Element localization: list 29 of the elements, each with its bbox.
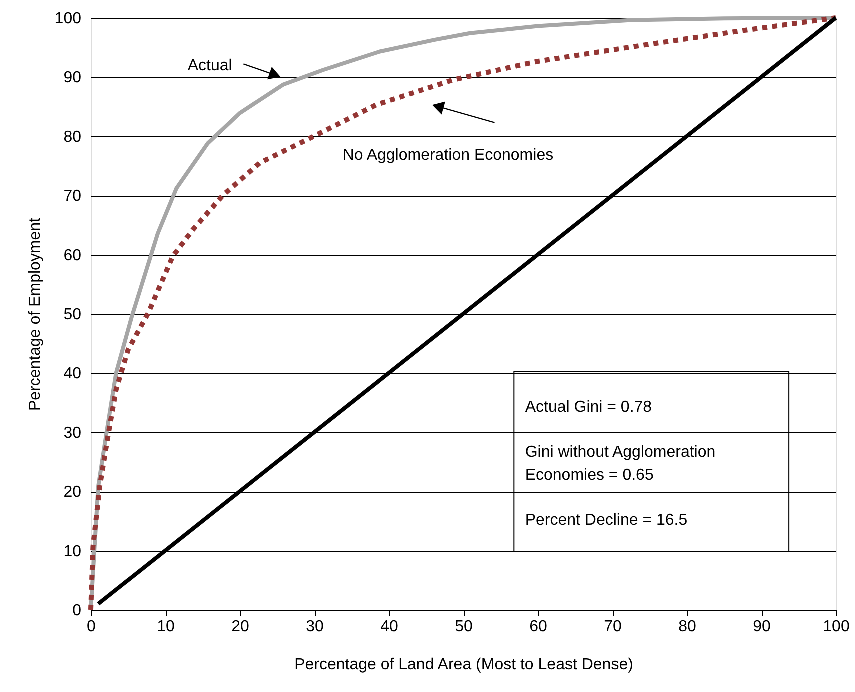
- y-axis-title: Percentage of Employment: [26, 217, 44, 411]
- x-tick-label: 80: [678, 618, 696, 636]
- y-tick-label: 40: [64, 366, 82, 383]
- x-tick-label: 20: [232, 618, 250, 636]
- x-axis-title: Percentage of Land Area (Most to Least Dense): [294, 656, 634, 674]
- annotation: Percent Decline = 16.5: [525, 512, 688, 529]
- text: Actual: [188, 57, 232, 74]
- x-tick-label: 90: [753, 618, 771, 636]
- y-tick-label: 60: [64, 247, 82, 264]
- y-tick-label: 70: [64, 188, 82, 206]
- series-label: No Agglomeration Economies: [342, 146, 554, 164]
- annotation: Actual Gini = 0.78: [525, 398, 652, 416]
- y-tick-label: 0: [72, 602, 82, 620]
- x-tick-label: 100: [823, 618, 850, 636]
- x-tick-label: 10: [157, 618, 175, 636]
- x-tick-label: 0: [87, 618, 96, 636]
- y-tick-label: 20: [64, 484, 82, 502]
- annotation: Gini without Agglomeration Economies = 0.65: [525, 444, 716, 484]
- y-tick-label: 10: [64, 543, 82, 560]
- y-tick-label: 80: [64, 128, 82, 146]
- x-tick-label: 50: [455, 618, 473, 636]
- y-tick-label: 100: [54, 10, 82, 28]
- x-tick-label: 70: [604, 618, 622, 636]
- x-tick-label: 30: [306, 618, 324, 636]
- x-tick-label: 60: [530, 618, 548, 636]
- y-tick-label: 90: [64, 70, 82, 87]
- x-tick-label: 40: [380, 618, 398, 636]
- y-tick-label: 50: [64, 306, 82, 324]
- y-tick-label: 30: [64, 424, 82, 442]
